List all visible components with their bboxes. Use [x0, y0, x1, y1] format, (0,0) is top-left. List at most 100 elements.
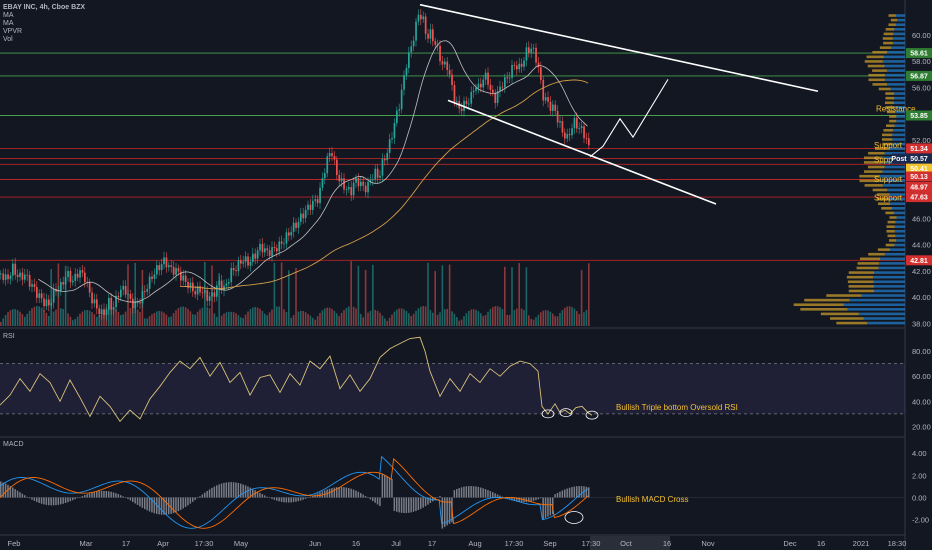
indicator-ma-1[interactable]: MA: [3, 12, 14, 19]
candle-body: [21, 272, 24, 280]
macd-hist-bar: [91, 492, 93, 498]
volume-bar: [367, 312, 369, 326]
macd-hist-bar: [187, 497, 189, 506]
macd-hist-bar: [244, 485, 247, 498]
macd-hist-bar: [499, 495, 501, 498]
candle-body: [211, 292, 213, 297]
volume-bar: [496, 306, 499, 326]
vpvr-bar-gold: [885, 211, 895, 215]
macd-annotation: Bullish MACD Cross: [616, 495, 688, 504]
macd-tick-label: 0.00: [912, 493, 927, 502]
vpvr-bar-gold: [826, 294, 862, 297]
macd-hist-bar: [528, 497, 530, 502]
macd-hist-bar: [556, 492, 559, 498]
volume-bar: [374, 309, 376, 326]
macd-hist-bar: [463, 486, 465, 498]
volume-bar: [194, 314, 196, 326]
candle-body: [158, 265, 161, 271]
macd-hist-bar: [55, 497, 57, 506]
macd-hist-bar: [357, 491, 360, 498]
vpvr-bar-gold: [872, 188, 888, 192]
volume-bar: [465, 313, 468, 326]
candle-body: [307, 204, 309, 210]
candle-body: [388, 139, 391, 153]
candle-body: [379, 175, 381, 178]
rsi-tick-label: 80.00: [912, 347, 931, 356]
volume-bar: [129, 307, 132, 326]
candle-body: [146, 288, 149, 292]
volume-bar: [285, 312, 288, 326]
price-tick-label: 52.00: [912, 136, 931, 145]
volume-bar: [336, 313, 338, 326]
price-tag-label: 51.34: [910, 146, 928, 153]
vpvr-bar-gold: [882, 37, 893, 40]
volume-bar: [235, 313, 237, 326]
volume-bar: [523, 310, 525, 326]
rsi-bottom-circle-2: [585, 410, 599, 420]
volume-bar: [412, 313, 415, 326]
volume-bar: [340, 312, 343, 326]
candle-body: [266, 248, 269, 251]
candle-body: [295, 222, 297, 228]
macd-hist-bar: [252, 488, 254, 498]
macd-hist-bar: [144, 497, 146, 510]
time-tick-label: 17: [122, 539, 130, 548]
indicator-ma-2[interactable]: MA: [3, 20, 14, 27]
candle-body: [588, 138, 590, 146]
volume-bar: [156, 311, 158, 326]
volume-bar: [420, 306, 422, 326]
candle-body: [434, 41, 437, 45]
volume-bar: [482, 315, 484, 326]
macd-hist-bar: [60, 497, 62, 505]
macd-hist-bar: [139, 497, 141, 507]
indicator-vol[interactable]: Vol: [3, 36, 13, 43]
volume-bar: [456, 317, 458, 326]
vpvr-bar-blue: [863, 317, 905, 320]
volume-bar: [14, 309, 16, 326]
indicator-vpvr[interactable]: VPVR: [3, 28, 23, 35]
volume-bar: [79, 313, 81, 326]
macd-hist-bar: [129, 497, 132, 501]
price-tag-label: 50.13: [910, 174, 928, 181]
candle-body: [172, 266, 175, 275]
vpvr-bar-gold: [881, 138, 893, 141]
volume-bar: [480, 313, 482, 326]
candle-body: [537, 62, 540, 68]
price-tick-label: 44.00: [912, 241, 931, 250]
volume-bar: [206, 307, 208, 326]
candle-body: [292, 222, 295, 232]
volume-bar: [36, 306, 38, 326]
candle-body: [312, 200, 314, 210]
macd-hist-bar: [444, 497, 446, 527]
candle-body: [338, 175, 341, 182]
volume-bar: [122, 314, 124, 326]
volume-bar: [108, 306, 110, 326]
candle-body: [148, 276, 151, 289]
macd-hist-bar: [223, 482, 225, 498]
macd-hist-bar: [16, 490, 19, 498]
macd-hist-bar: [472, 486, 475, 498]
candle-body: [84, 272, 86, 283]
volume-bar: [165, 314, 168, 326]
volume-bar: [410, 316, 412, 326]
volume-bar: [458, 320, 460, 326]
macd-hist-bar: [9, 486, 12, 498]
price-tag-box: [906, 192, 932, 203]
macd-hist-bar: [40, 497, 43, 504]
vpvr-bar-blue: [878, 266, 905, 270]
macd-hist-bar: [372, 497, 374, 502]
volume-bar: [384, 318, 386, 326]
candle-body: [523, 60, 525, 67]
macd-hist-bar: [336, 487, 338, 498]
vpvr-bar-gold: [885, 106, 895, 109]
macd-hist-bar: [460, 487, 463, 498]
candle-body: [470, 91, 473, 104]
macd-hist-bar: [489, 491, 492, 498]
candle-body: [391, 138, 393, 140]
candle-body: [528, 47, 530, 53]
price-tag-label: 50.41: [910, 166, 928, 173]
price-tick-label: 56.00: [912, 83, 931, 92]
volume-bar: [134, 262, 136, 326]
vpvr-bar-blue: [878, 262, 905, 265]
